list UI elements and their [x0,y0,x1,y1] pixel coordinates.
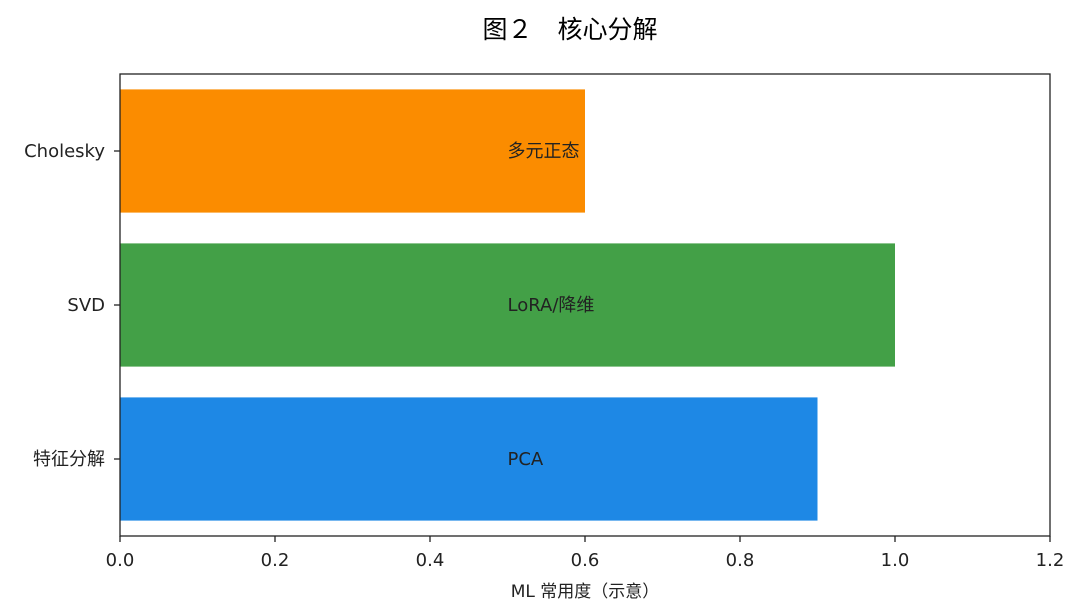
y-tick-label: SVD [67,295,105,316]
y-tick-label: Cholesky [24,141,105,162]
x-tick-label: 0.2 [261,550,290,571]
y-tick-label: 特征分解 [33,449,105,470]
bar-label-3: 多元正态 [508,141,580,162]
bar-2 [120,243,895,367]
x-axis: 0.0 0.2 0.4 0.6 0.8 1.0 1.2 [106,536,1065,571]
y-axis: 特征分解 SVD Cholesky [24,141,120,470]
chart-title: 图２ 核心分解 [482,15,657,44]
x-tick-label: 0.0 [106,550,135,571]
x-axis-label: ML 常用度（示意） [511,582,660,602]
bar-label-1: PCA [508,449,544,470]
x-tick-label: 0.6 [571,550,600,571]
x-tick-label: 1.2 [1036,550,1065,571]
x-tick-label: 0.8 [726,550,755,571]
bars-group [120,89,895,521]
x-tick-label: 1.0 [881,550,910,571]
x-tick-label: 0.4 [416,550,445,571]
bar-1 [120,397,818,521]
bar-label-2: LoRA/降维 [508,295,595,316]
bar-3 [120,89,585,213]
